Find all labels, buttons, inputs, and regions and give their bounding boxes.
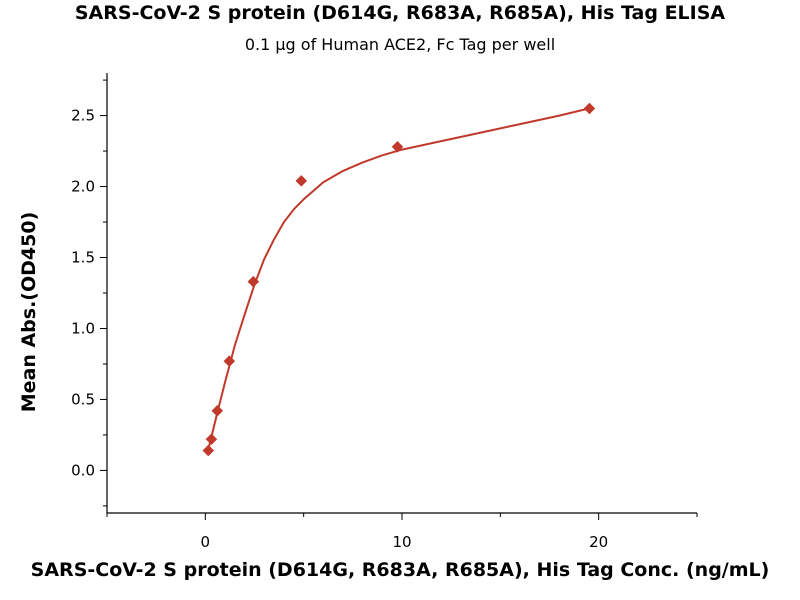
y-tick-label: 1.5 xyxy=(71,249,95,267)
data-point xyxy=(202,444,215,457)
y-tick-label: 0.5 xyxy=(71,390,95,408)
x-tick-label: 0 xyxy=(201,533,211,551)
fit-curve-layer xyxy=(206,107,590,455)
y-tick-label: 1.0 xyxy=(71,319,95,337)
x-tick-label: 10 xyxy=(392,533,411,551)
x-axis-label: SARS-CoV-2 S protein (D614G, R683A, R685… xyxy=(30,559,770,581)
data-point xyxy=(247,275,260,288)
data-point xyxy=(295,175,308,187)
data-point xyxy=(205,433,218,446)
data-point xyxy=(211,404,224,417)
y-tick-label: 2.5 xyxy=(71,107,95,125)
chart-axes: 0 10 20 0.0 0.5 1.0 1.5 2.0 2.5 xyxy=(71,73,698,551)
x-tick-label: 20 xyxy=(589,533,608,551)
chart-subtitle: 0.1 µg of Human ACE2, Fc Tag per well xyxy=(244,35,556,54)
y-tick-label: 0.0 xyxy=(71,461,95,479)
y-axis-label: Mean Abs.(OD450) xyxy=(18,211,40,413)
data-point xyxy=(391,140,404,153)
chart-title: SARS-CoV-2 S protein (D614G, R683A, R685… xyxy=(74,2,726,24)
data-points-layer xyxy=(202,102,596,457)
data-point xyxy=(583,102,596,115)
fit-curve xyxy=(206,107,590,455)
data-point xyxy=(223,355,236,367)
y-tick-label: 2.0 xyxy=(71,178,95,196)
